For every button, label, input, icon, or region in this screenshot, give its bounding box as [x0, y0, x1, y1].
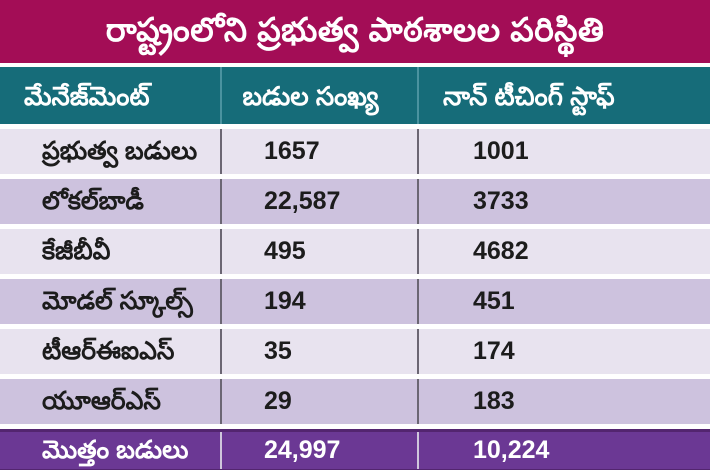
staff-count-value: 183: [417, 379, 710, 424]
school-count-value: 35: [220, 329, 417, 374]
row-label: యూఆర్‌ఎస్: [42, 387, 161, 415]
school-count-value: 29: [220, 379, 417, 424]
total-staff-count-value: 10,224: [417, 432, 710, 469]
staff-count-value: 4682: [417, 229, 710, 274]
column-header-school-count: బడుల సంఖ్య: [220, 67, 417, 124]
row-label: టీఆర్‌ఈఐఎస్: [42, 337, 175, 365]
table-row-urs: యూఆర్‌ఎస్ 29 183: [0, 379, 710, 424]
table-total-row: మొత్తం బడులు 24,997 10,224: [0, 429, 710, 470]
column-header-management: మేనేజ్‌మెంట్: [24, 80, 150, 111]
column-header-non-teaching-staff: నాన్ టీచింగ్ స్టాఫ్: [417, 67, 710, 124]
school-count-value: 1657: [220, 129, 417, 174]
table-row-model-schools: మోడల్ స్కూల్స్ 194 451: [0, 279, 710, 324]
row-label: కేజీబీవీ: [42, 237, 111, 265]
staff-count-value: 451: [417, 279, 710, 324]
staff-count-value: 174: [417, 329, 710, 374]
table-row-treis: టీఆర్‌ఈఐఎస్ 35 174: [0, 329, 710, 374]
table-row-govt-schools: ప్రభుత్వ బడులు 1657 1001: [0, 129, 710, 174]
total-row-label: మొత్తం బడులు: [42, 436, 189, 464]
total-school-count-value: 24,997: [220, 432, 417, 469]
table-header-row: మేనేజ్‌మెంట్ బడుల సంఖ్య నాన్ టీచింగ్ స్ట…: [0, 67, 710, 124]
school-count-value: 194: [220, 279, 417, 324]
staff-count-value: 3733: [417, 179, 710, 224]
school-count-value: 495: [220, 229, 417, 274]
row-label: ప్రభుత్వ బడులు: [42, 137, 198, 165]
row-label: లోకల్‌బాడీ: [42, 187, 144, 215]
table-row-local-body: లోకల్‌బాడీ 22,587 3733: [0, 179, 710, 224]
title-bar: రాష్ట్రంలోని ప్రభుత్వ పాఠశాలల పరిస్థితి: [0, 0, 710, 63]
table-row-kgbv: కేజీబీవీ 495 4682: [0, 229, 710, 274]
school-count-value: 22,587: [220, 179, 417, 224]
staff-count-value: 1001: [417, 129, 710, 174]
page-title: రాష్ట్రంలోని ప్రభుత్వ పాఠశాలల పరిస్థితి: [105, 11, 605, 48]
row-label: మోడల్ స్కూల్స్: [42, 287, 193, 315]
